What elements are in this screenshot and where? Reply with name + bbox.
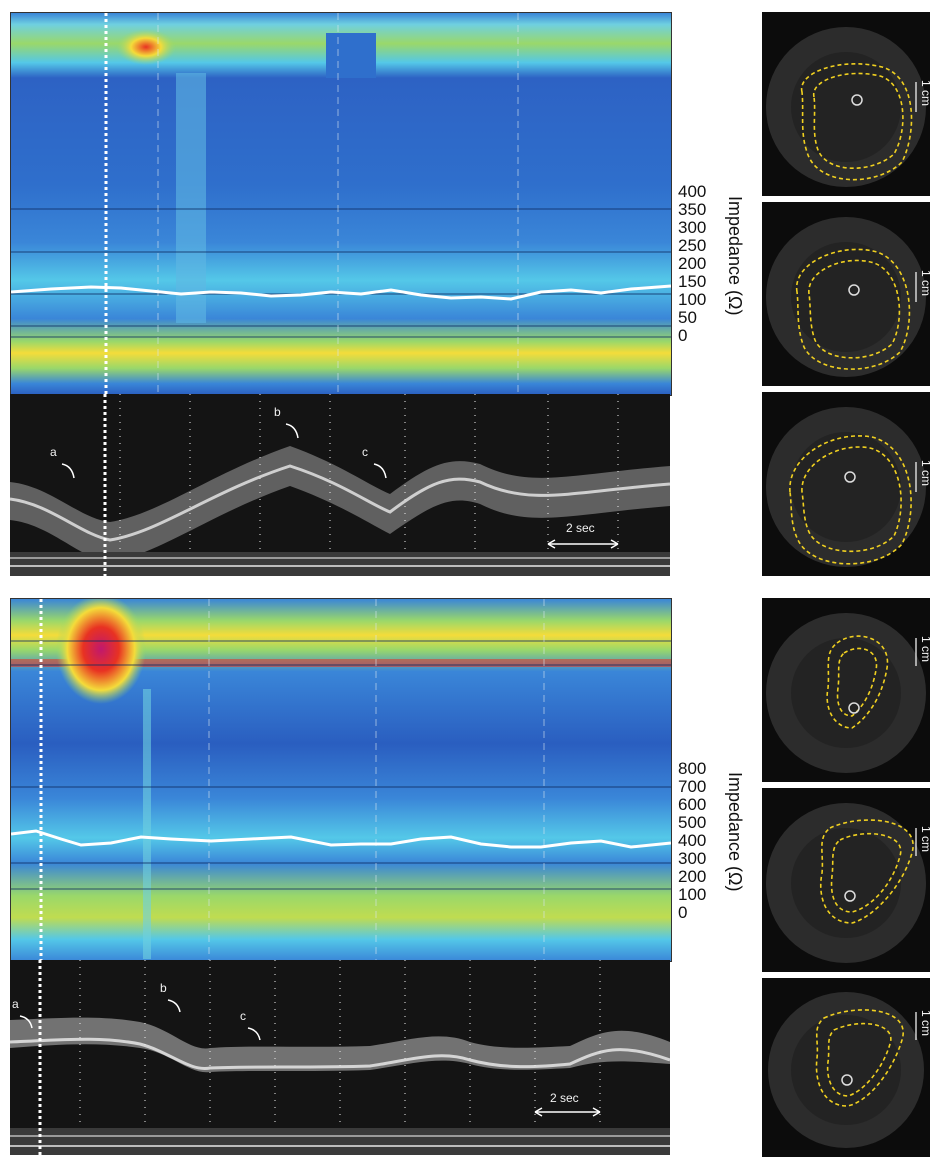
heatmap-1-gap: [326, 33, 376, 78]
scale-2-tick-800: 800: [678, 759, 707, 778]
scale-label-1c: 1 cm: [919, 460, 930, 486]
scale-label-2b: 1 cm: [919, 826, 930, 852]
scale-1-tick-150: 150: [678, 272, 707, 291]
ultrasound-frame-2c: 1 cm: [762, 978, 930, 1157]
scale-2-tick-400: 400: [678, 831, 707, 850]
contour-inner-2a: [836, 647, 878, 717]
ultrasound-frame-1b: 1 cm: [762, 202, 930, 386]
scale-2-tick-500: 500: [678, 813, 707, 832]
impedance-heatmap-2: [10, 598, 672, 962]
contour-outer-1a: [801, 63, 913, 181]
contour-inner-1b: [808, 259, 901, 359]
arrow-b-1: [285, 423, 299, 439]
scale-2-tick-300: 300: [678, 849, 707, 868]
impedance-axis-title-2: Impedance (Ω): [725, 772, 745, 892]
scale-1-tick-300: 300: [678, 218, 707, 237]
baseline-impedance-trace-2: [11, 829, 671, 849]
ultrasound-frame-1c: 1 cm: [762, 392, 930, 576]
mmode-1-wall-edge: [10, 464, 670, 542]
mmode-1-probe-band: [10, 552, 670, 576]
ultrasound-frame-1a: 1 cm: [762, 12, 930, 196]
contour-outer-2a: [826, 635, 889, 729]
scale-label-2a: 1 cm: [919, 636, 930, 662]
heatmap-2-svg: [11, 599, 671, 961]
arrow-c-2: [247, 1027, 261, 1041]
scale-label-2c: 1 cm: [919, 1010, 930, 1036]
mmode-1-wall-band: [10, 446, 670, 562]
heatmap-2-hot-band: [11, 659, 671, 667]
contour-outer-1c: [789, 435, 912, 565]
heatmap-1-hotspot: [116, 29, 176, 65]
scale-1-tick-250: 250: [678, 236, 707, 255]
scale-2-tick-100: 100: [678, 885, 707, 904]
ultrasound-frame-2a: 1 cm: [762, 598, 930, 782]
heatmap-2-time-grid: [208, 599, 545, 961]
mmode-1-label-c: c: [362, 445, 368, 459]
time-bar-label-1: 2 sec: [566, 521, 595, 535]
mmode-strip-2: a b c 2 sec: [10, 960, 670, 1155]
panel-2: a b c 2 sec 800 700 600 500 400 300 200 …: [0, 580, 939, 1159]
impedance-heatmap-1: [10, 12, 672, 396]
contour-inner-1a: [813, 72, 904, 170]
mmode-2-label-b: b: [160, 981, 167, 995]
heatmap-1-svg: [11, 13, 671, 395]
contour-inner-2b: [830, 833, 902, 913]
impedance-scale-2: 800 700 600 500 400 300 200 100 0: [678, 760, 706, 922]
time-bar-label-2: 2 sec: [550, 1091, 579, 1105]
arrow-a-2: [19, 1015, 33, 1029]
arrow-b-2: [167, 999, 181, 1013]
impedance-scale-1: 400 350 300 250 200 150 100 50 0: [678, 183, 706, 345]
contour-inner-1c: [801, 446, 902, 553]
scale-2-tick-200: 200: [678, 867, 707, 886]
mmode-2-svg: a b c 2 sec: [10, 960, 670, 1155]
mmode-2-probe-band: [10, 1128, 670, 1155]
scale-1-tick-100: 100: [678, 290, 707, 309]
scale-1-tick-50: 50: [678, 308, 697, 327]
mmode-2-label-a: a: [12, 997, 19, 1011]
baseline-impedance-trace-1: [11, 284, 671, 301]
heatmap-2-hotspot: [56, 599, 146, 704]
scale-label-1b: 1 cm: [919, 270, 930, 296]
scale-1-tick-400: 400: [678, 182, 707, 201]
heatmap-1-time-grid: [157, 13, 519, 395]
scale-label-1a: 1 cm: [919, 80, 930, 106]
contour-outer-2b: [820, 819, 914, 924]
mmode-1-label-a: a: [50, 445, 57, 459]
contour-outer-1b: [796, 248, 911, 370]
contour-outer-2c: [815, 1009, 904, 1107]
panel-1: a b c 2 sec 400 350 300 250 200 150 100 …: [10, 12, 930, 576]
scale-2-tick-600: 600: [678, 795, 707, 814]
impedance-axis-title-1: Impedance (Ω): [725, 196, 745, 316]
scale-1-tick-350: 350: [678, 200, 707, 219]
contour-inner-2c: [826, 1022, 892, 1097]
ultrasound-frame-2b: 1 cm: [762, 788, 930, 972]
mmode-2-label-c: c: [240, 1009, 246, 1023]
scale-2-tick-700: 700: [678, 777, 707, 796]
scale-1-tick-200: 200: [678, 254, 707, 273]
mmode-1-label-b: b: [274, 405, 281, 419]
arrow-c-1: [373, 463, 387, 479]
mmode-2-wall-edge: [10, 1037, 670, 1070]
mmode-strip-1: a b c 2 sec: [10, 394, 670, 576]
scale-2-tick-0: 0: [678, 903, 688, 922]
mmode-1-svg: a b c 2 sec: [10, 394, 670, 576]
heatmap-2-sensor-lines: [11, 640, 671, 890]
scale-1-tick-0: 0: [678, 326, 688, 345]
mmode-1-grid: [119, 394, 619, 576]
arrow-a-1: [61, 463, 75, 479]
heatmap-1-column: [176, 73, 206, 323]
